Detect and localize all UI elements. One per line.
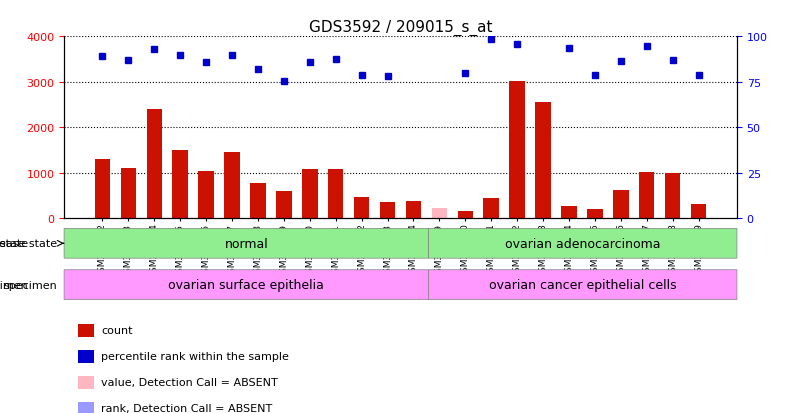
Text: rank, Detection Call = ABSENT: rank, Detection Call = ABSENT bbox=[101, 403, 272, 413]
Bar bbox=[250, 183, 266, 219]
Bar bbox=[328, 170, 344, 219]
Title: GDS3592 / 209015_s_at: GDS3592 / 209015_s_at bbox=[308, 20, 493, 36]
Bar bbox=[509, 82, 525, 219]
Bar bbox=[172, 151, 188, 219]
FancyBboxPatch shape bbox=[429, 270, 737, 300]
Bar bbox=[302, 170, 317, 219]
Bar bbox=[199, 171, 214, 219]
Bar bbox=[690, 205, 706, 219]
Text: value, Detection Call = ABSENT: value, Detection Call = ABSENT bbox=[101, 377, 278, 387]
Bar bbox=[405, 202, 421, 219]
Bar bbox=[78, 324, 95, 338]
Bar bbox=[78, 376, 95, 389]
FancyBboxPatch shape bbox=[64, 229, 429, 259]
Bar bbox=[78, 350, 95, 363]
Bar bbox=[78, 401, 95, 413]
Bar bbox=[147, 110, 162, 219]
Bar bbox=[639, 173, 654, 219]
Text: count: count bbox=[101, 325, 133, 335]
Bar bbox=[380, 203, 396, 219]
Bar bbox=[354, 197, 369, 219]
Bar bbox=[95, 160, 111, 219]
Bar bbox=[562, 206, 577, 219]
Text: ovarian surface epithelia: ovarian surface epithelia bbox=[168, 278, 324, 292]
FancyBboxPatch shape bbox=[64, 270, 429, 300]
Bar bbox=[432, 209, 447, 219]
Bar bbox=[224, 153, 239, 219]
Text: disease state: disease state bbox=[0, 239, 28, 249]
Text: percentile rank within the sample: percentile rank within the sample bbox=[101, 351, 289, 361]
Text: normal: normal bbox=[224, 237, 268, 250]
Bar bbox=[535, 103, 551, 219]
FancyBboxPatch shape bbox=[429, 229, 737, 259]
Text: ovarian cancer epithelial cells: ovarian cancer epithelial cells bbox=[489, 278, 677, 292]
Bar bbox=[613, 191, 629, 219]
Text: ovarian adenocarcinoma: ovarian adenocarcinoma bbox=[505, 237, 661, 250]
Bar bbox=[665, 173, 680, 219]
Bar bbox=[121, 169, 136, 219]
Text: disease state: disease state bbox=[0, 239, 58, 249]
Bar bbox=[276, 192, 292, 219]
Bar bbox=[457, 211, 473, 219]
Bar bbox=[587, 210, 602, 219]
Bar bbox=[484, 199, 499, 219]
Text: specimen: specimen bbox=[0, 280, 28, 290]
Text: specimen: specimen bbox=[3, 280, 58, 290]
